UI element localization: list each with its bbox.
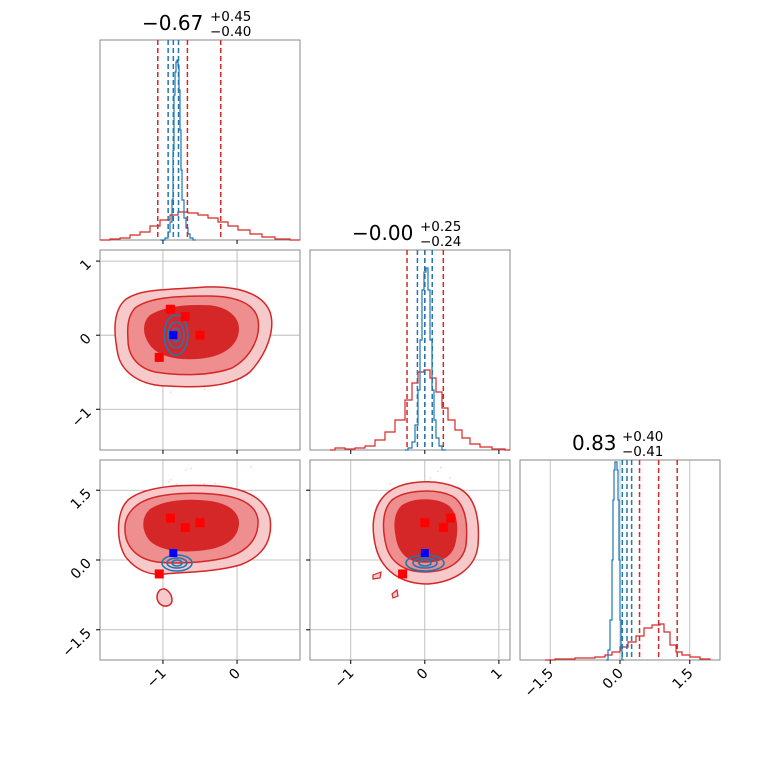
p1-p2-blue-contour-outer [163, 314, 189, 356]
p2-title-minus: −0.24 [420, 234, 461, 250]
p2-p3-red-blob-b [391, 588, 399, 599]
scatter-point [169, 391, 172, 394]
scatter-point [203, 388, 206, 391]
y-tick-label: −1 [69, 405, 95, 431]
truth-marker-red [420, 518, 430, 528]
p3-red-hist [545, 623, 711, 661]
scatter-point [185, 468, 187, 471]
truth-marker-red [195, 330, 205, 340]
p2-title-plus: +0.25 [420, 219, 461, 235]
p2-p3-blue-contour-mid [412, 557, 438, 569]
panel-p2-p3: −1 0 1 [306, 456, 511, 692]
scatter-point [424, 456, 426, 458]
truth-marker-red [180, 522, 190, 532]
scatter-point [175, 483, 178, 486]
x-tick-label: −1 [144, 666, 170, 692]
scatter-point [437, 470, 439, 473]
p2-red-hist [330, 369, 510, 451]
panel-frame [309, 249, 511, 451]
y-tick-label: −1.5 [59, 625, 94, 660]
scatter-point [167, 480, 170, 483]
p3-title-minus: −0.41 [622, 444, 663, 460]
x-tick-label: 0 [226, 666, 244, 684]
p1-title-plus: +0.45 [210, 9, 251, 25]
truth-marker-red [154, 569, 164, 579]
scatter-point [250, 465, 252, 468]
truth-marker-red [398, 569, 408, 579]
y-tick-label: 1 [77, 257, 95, 275]
truth-marker-blue [169, 549, 178, 558]
p2-blue-hist [405, 267, 446, 451]
y-tick-label: 1.5 [68, 486, 95, 513]
panel-p1-hist: −0.67 +0.45 −0.40 [99, 9, 301, 244]
p1-p3-blue-contour-mid [166, 557, 188, 569]
x-tick-label: −1 [332, 666, 358, 692]
p1-title-main: −0.67 [142, 11, 203, 35]
p1-p2-blue-contour-mid [167, 321, 185, 349]
p2-p3-red-blob-a [372, 571, 382, 580]
p1-red-hist [100, 211, 300, 241]
x-tick-label: −1.5 [522, 666, 557, 701]
truth-marker-red [438, 522, 448, 532]
p1-p3-red-blob [156, 588, 173, 607]
scatter-point [449, 476, 451, 479]
scatter-point [170, 478, 173, 481]
panel-p3-hist: −1.5 0.0 1.5 0.83 +0.40 −0.41 [519, 429, 721, 701]
x-tick-label: 0.0 [600, 666, 627, 693]
truth-marker-red [154, 352, 164, 362]
x-tick-label: 0 [414, 666, 432, 684]
p2-p3-blue-contour-inner [418, 559, 432, 567]
p1-title-minus: −0.40 [210, 24, 251, 40]
truth-marker-blue [420, 549, 429, 558]
panel-p2-hist: −0.00 +0.25 −0.24 [309, 219, 511, 454]
panel-frame [99, 39, 301, 241]
truth-marker-red [195, 518, 205, 528]
p1-title: −0.67 +0.45 −0.40 [142, 9, 251, 40]
p3-blue-hist [606, 461, 624, 661]
p1-p3-red-contour-inner [143, 499, 239, 552]
y-tick-label: 0 [77, 331, 95, 349]
p2-title: −0.00 +0.25 −0.24 [352, 219, 461, 250]
p1-p2-red-contour-inner [144, 304, 239, 360]
p3-title-plus: +0.40 [622, 429, 663, 445]
scatter-point [389, 483, 392, 485]
truth-marker-red [180, 312, 190, 322]
scatter-point [429, 477, 432, 480]
truth-marker-red [165, 304, 175, 314]
p3-title-main: 0.83 [572, 431, 617, 455]
p2-title-main: −0.00 [352, 221, 413, 245]
p3-title: 0.83 +0.40 −0.41 [572, 429, 663, 460]
p2-p3-red-contour-inner [394, 499, 458, 563]
scatter-point [203, 482, 206, 485]
truth-marker-red [446, 513, 456, 523]
scatter-point [189, 467, 192, 470]
scatter-point [214, 482, 217, 485]
truth-marker-blue [169, 331, 178, 340]
p1-p3-blue-contour-inner [171, 559, 183, 567]
scatter-point [439, 466, 442, 469]
panel-p1-p3: −1 0 −1.5 0.0 1.5 [59, 459, 301, 692]
panel-p1-p2: −1 0 1 [69, 249, 301, 454]
y-tick-label: 0.0 [68, 556, 95, 583]
x-tick-label: 1 [488, 666, 506, 684]
truth-marker-red [165, 513, 175, 523]
x-tick-label: 1.5 [670, 666, 697, 693]
